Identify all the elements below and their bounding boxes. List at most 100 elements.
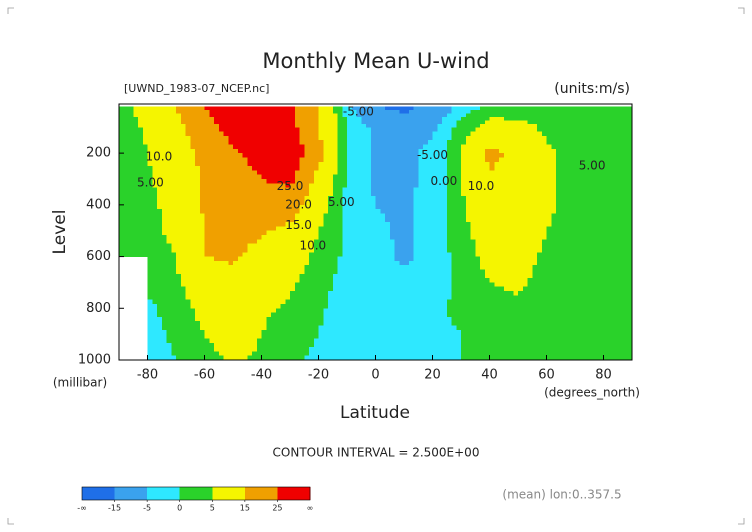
cell [304,170,310,176]
cell [337,282,343,288]
cell [157,278,163,284]
cell [237,282,244,288]
cell [432,256,438,262]
cell [209,213,215,219]
cell [280,161,286,167]
cell [589,135,595,141]
cell [522,135,529,141]
cell [152,256,158,262]
cell [266,204,272,210]
cell [180,239,187,245]
cell [347,230,353,236]
cell [560,252,567,258]
cell [551,166,557,171]
cell [147,209,153,215]
cell [204,191,210,197]
cell [123,148,130,154]
cell [214,282,220,288]
cell [437,187,443,193]
cell [218,209,225,215]
cell [446,157,453,163]
cell [413,183,419,189]
cell [404,170,410,176]
cell [451,135,457,141]
cell [389,235,396,240]
cell [499,204,505,210]
cell [622,247,628,253]
cell [233,269,239,275]
cell [366,291,372,296]
cell [138,247,144,253]
cell [290,127,296,133]
cell [280,153,286,159]
cell [237,183,244,189]
cell [613,144,619,150]
cell [214,166,220,171]
cell [233,213,239,219]
cell [157,170,163,176]
cell [385,148,391,154]
cell [613,230,619,236]
cell [161,239,168,245]
cell [199,170,206,176]
cell [532,106,538,111]
cell [313,286,320,292]
cell [142,174,149,180]
cell [190,299,196,305]
cell [266,144,272,150]
cell [318,291,324,296]
cell [427,166,434,171]
cell [271,191,277,197]
cell [627,209,633,215]
cell [579,123,586,128]
cell [532,187,538,193]
cell [465,291,472,296]
cell [541,178,548,184]
cell [171,299,177,305]
cell [233,247,239,253]
cell [323,144,329,150]
cell [541,252,548,258]
cell [503,157,510,163]
cell [399,174,405,180]
cell [518,174,524,180]
cell [423,196,429,202]
cell [195,106,201,111]
cell [456,148,462,154]
cell [313,174,320,180]
cell [199,209,206,215]
cell [394,120,400,125]
cell [617,230,624,236]
cell [123,247,130,253]
cell [627,243,633,249]
cell [556,116,562,121]
cell [622,222,628,227]
cell [617,269,624,275]
cell [451,256,457,262]
cell [351,113,358,118]
cell [351,209,358,215]
cell [214,120,220,125]
cell [560,209,567,215]
cell [166,217,172,223]
cell [152,166,158,171]
cell [280,204,286,210]
cell [285,113,291,118]
cell [570,113,576,118]
cell [446,135,453,141]
cell [489,265,495,271]
cell [560,161,567,167]
cell [503,135,510,141]
cell [247,213,253,219]
cell [532,135,538,141]
cell [608,174,614,180]
cell [522,153,529,159]
cell [252,116,258,121]
cell [560,256,567,262]
cell [304,291,310,296]
cell [594,209,600,215]
cell [551,213,557,219]
cell [522,252,529,258]
cell [323,157,329,163]
cell [442,230,448,236]
